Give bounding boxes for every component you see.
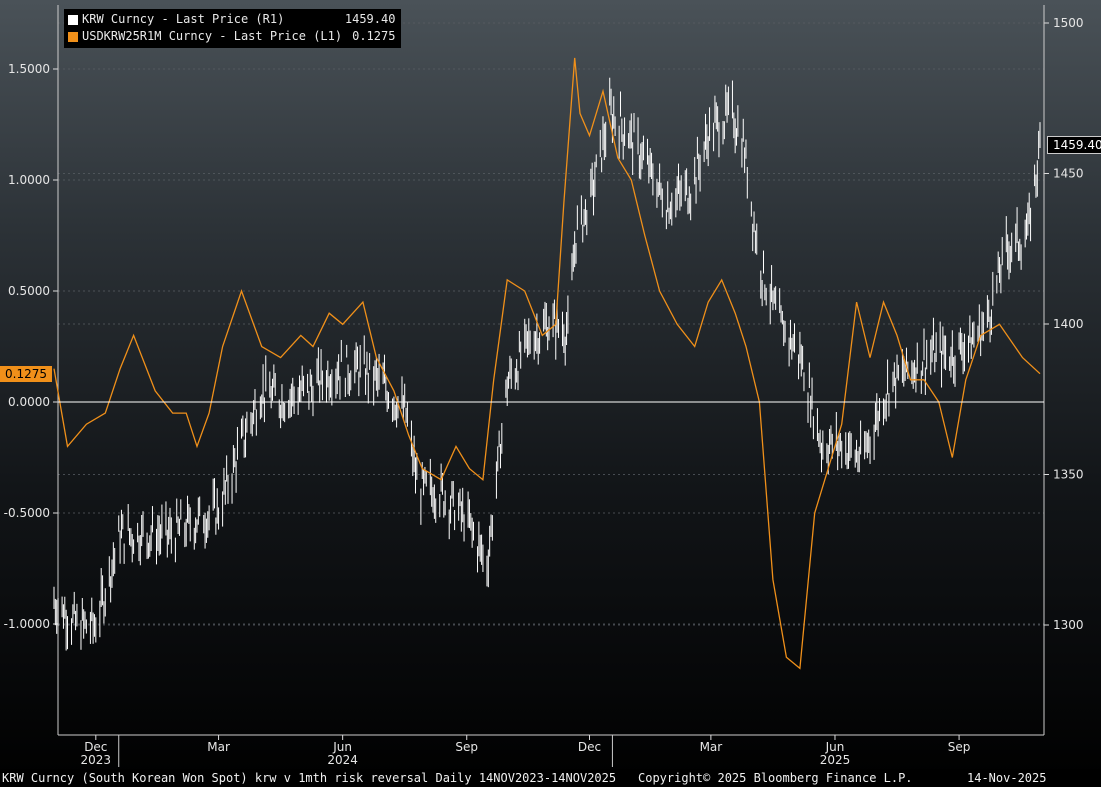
legend-value: 0.1275 [352,29,396,43]
legend-value: 1459.40 [344,12,396,26]
right-tick-label: 1300 [1053,618,1084,632]
right-tick-label: 1400 [1053,317,1084,331]
x-tick-label: Jun [332,740,352,754]
x-tick-label: Dec [578,740,601,754]
right-axis-ticks: 1500 1450 1400 1350 1300 [1043,5,1084,735]
legend-swatch-krw [68,14,78,25]
right-tick-label: 1500 [1053,16,1084,30]
left-tick-label: 1.5000 [8,62,50,76]
left-tick-label: 0.5000 [8,284,50,298]
x-tick-label: Jun [825,740,845,754]
right-tick-label: 1350 [1053,468,1084,482]
legend-label: KRW Curncy - Last Price (R1) [82,12,285,26]
footer-timestamp: 14-Nov-2025 11:06:44 [967,771,1047,785]
grid [58,22,1044,626]
x-year-label: 2025 [820,753,851,767]
last-price-tag-right: 1459.40 [1047,136,1101,154]
x-tick-label: Mar [700,740,723,754]
legend-item-krw: KRW Curncy - Last Price (R1) 1459.40 [68,11,395,28]
x-year-label: 2024 [327,753,358,767]
left-tick-label: -0.5000 [4,506,50,520]
x-axis-ticks: Dec Mar Jun Sep Dec Mar Jun Sep 2023 2024 2025 [58,734,1044,767]
legend-swatch-rr [68,31,78,42]
left-tick-label: 1.0000 [8,173,50,187]
left-tick-label: -1.0000 [4,617,50,631]
footer: KRW Curncy (South Korean Won Spot) krw v… [0,769,1101,787]
x-tick-label: Sep [455,740,478,754]
legend-label: USDKRW25R1M Curncy - Last Price (L1) [82,29,343,43]
left-axis-ticks: 1.5000 1.0000 0.5000 0.0000 -0.5000 -1.0000 [4,5,59,735]
risk-reversal-line [53,57,1041,670]
krw-price-series [53,77,1041,651]
x-tick-label: Mar [207,740,230,754]
x-tick-label: Sep [948,740,971,754]
risk-reversal-series [53,57,1041,670]
right-tick-label: 1450 [1053,167,1084,181]
left-tick-label: 0.0000 [8,395,50,409]
legend: KRW Curncy - Last Price (R1) 1459.40 USD… [64,9,402,48]
footer-copyright: Copyright© 2025 Bloomberg Finance L.P. [638,771,913,785]
x-year-label: 2023 [81,753,112,767]
footer-description: KRW Curncy (South Korean Won Spot) krw v… [2,771,617,785]
last-price-tag-left: 0.1275 [0,366,52,382]
x-tick-label: Dec [84,740,107,754]
legend-item-rr: USDKRW25R1M Curncy - Last Price (L1) 0.1… [68,28,395,45]
